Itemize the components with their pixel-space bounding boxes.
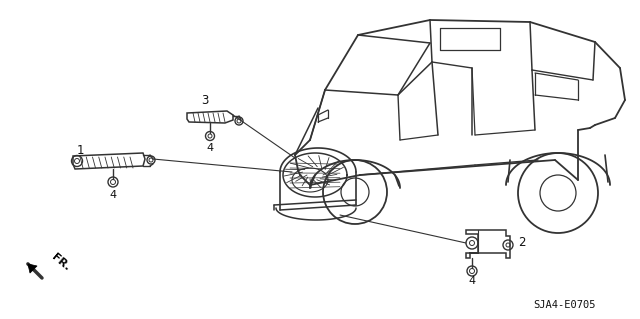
Text: FR.: FR.	[50, 252, 72, 273]
Text: 4: 4	[207, 143, 214, 153]
Text: 4: 4	[468, 276, 476, 286]
Text: 2: 2	[518, 236, 525, 249]
Text: 1: 1	[76, 144, 84, 157]
Polygon shape	[28, 264, 37, 273]
Text: 4: 4	[109, 190, 116, 200]
Text: SJA4-E0705: SJA4-E0705	[534, 300, 596, 310]
Text: 3: 3	[202, 93, 209, 107]
